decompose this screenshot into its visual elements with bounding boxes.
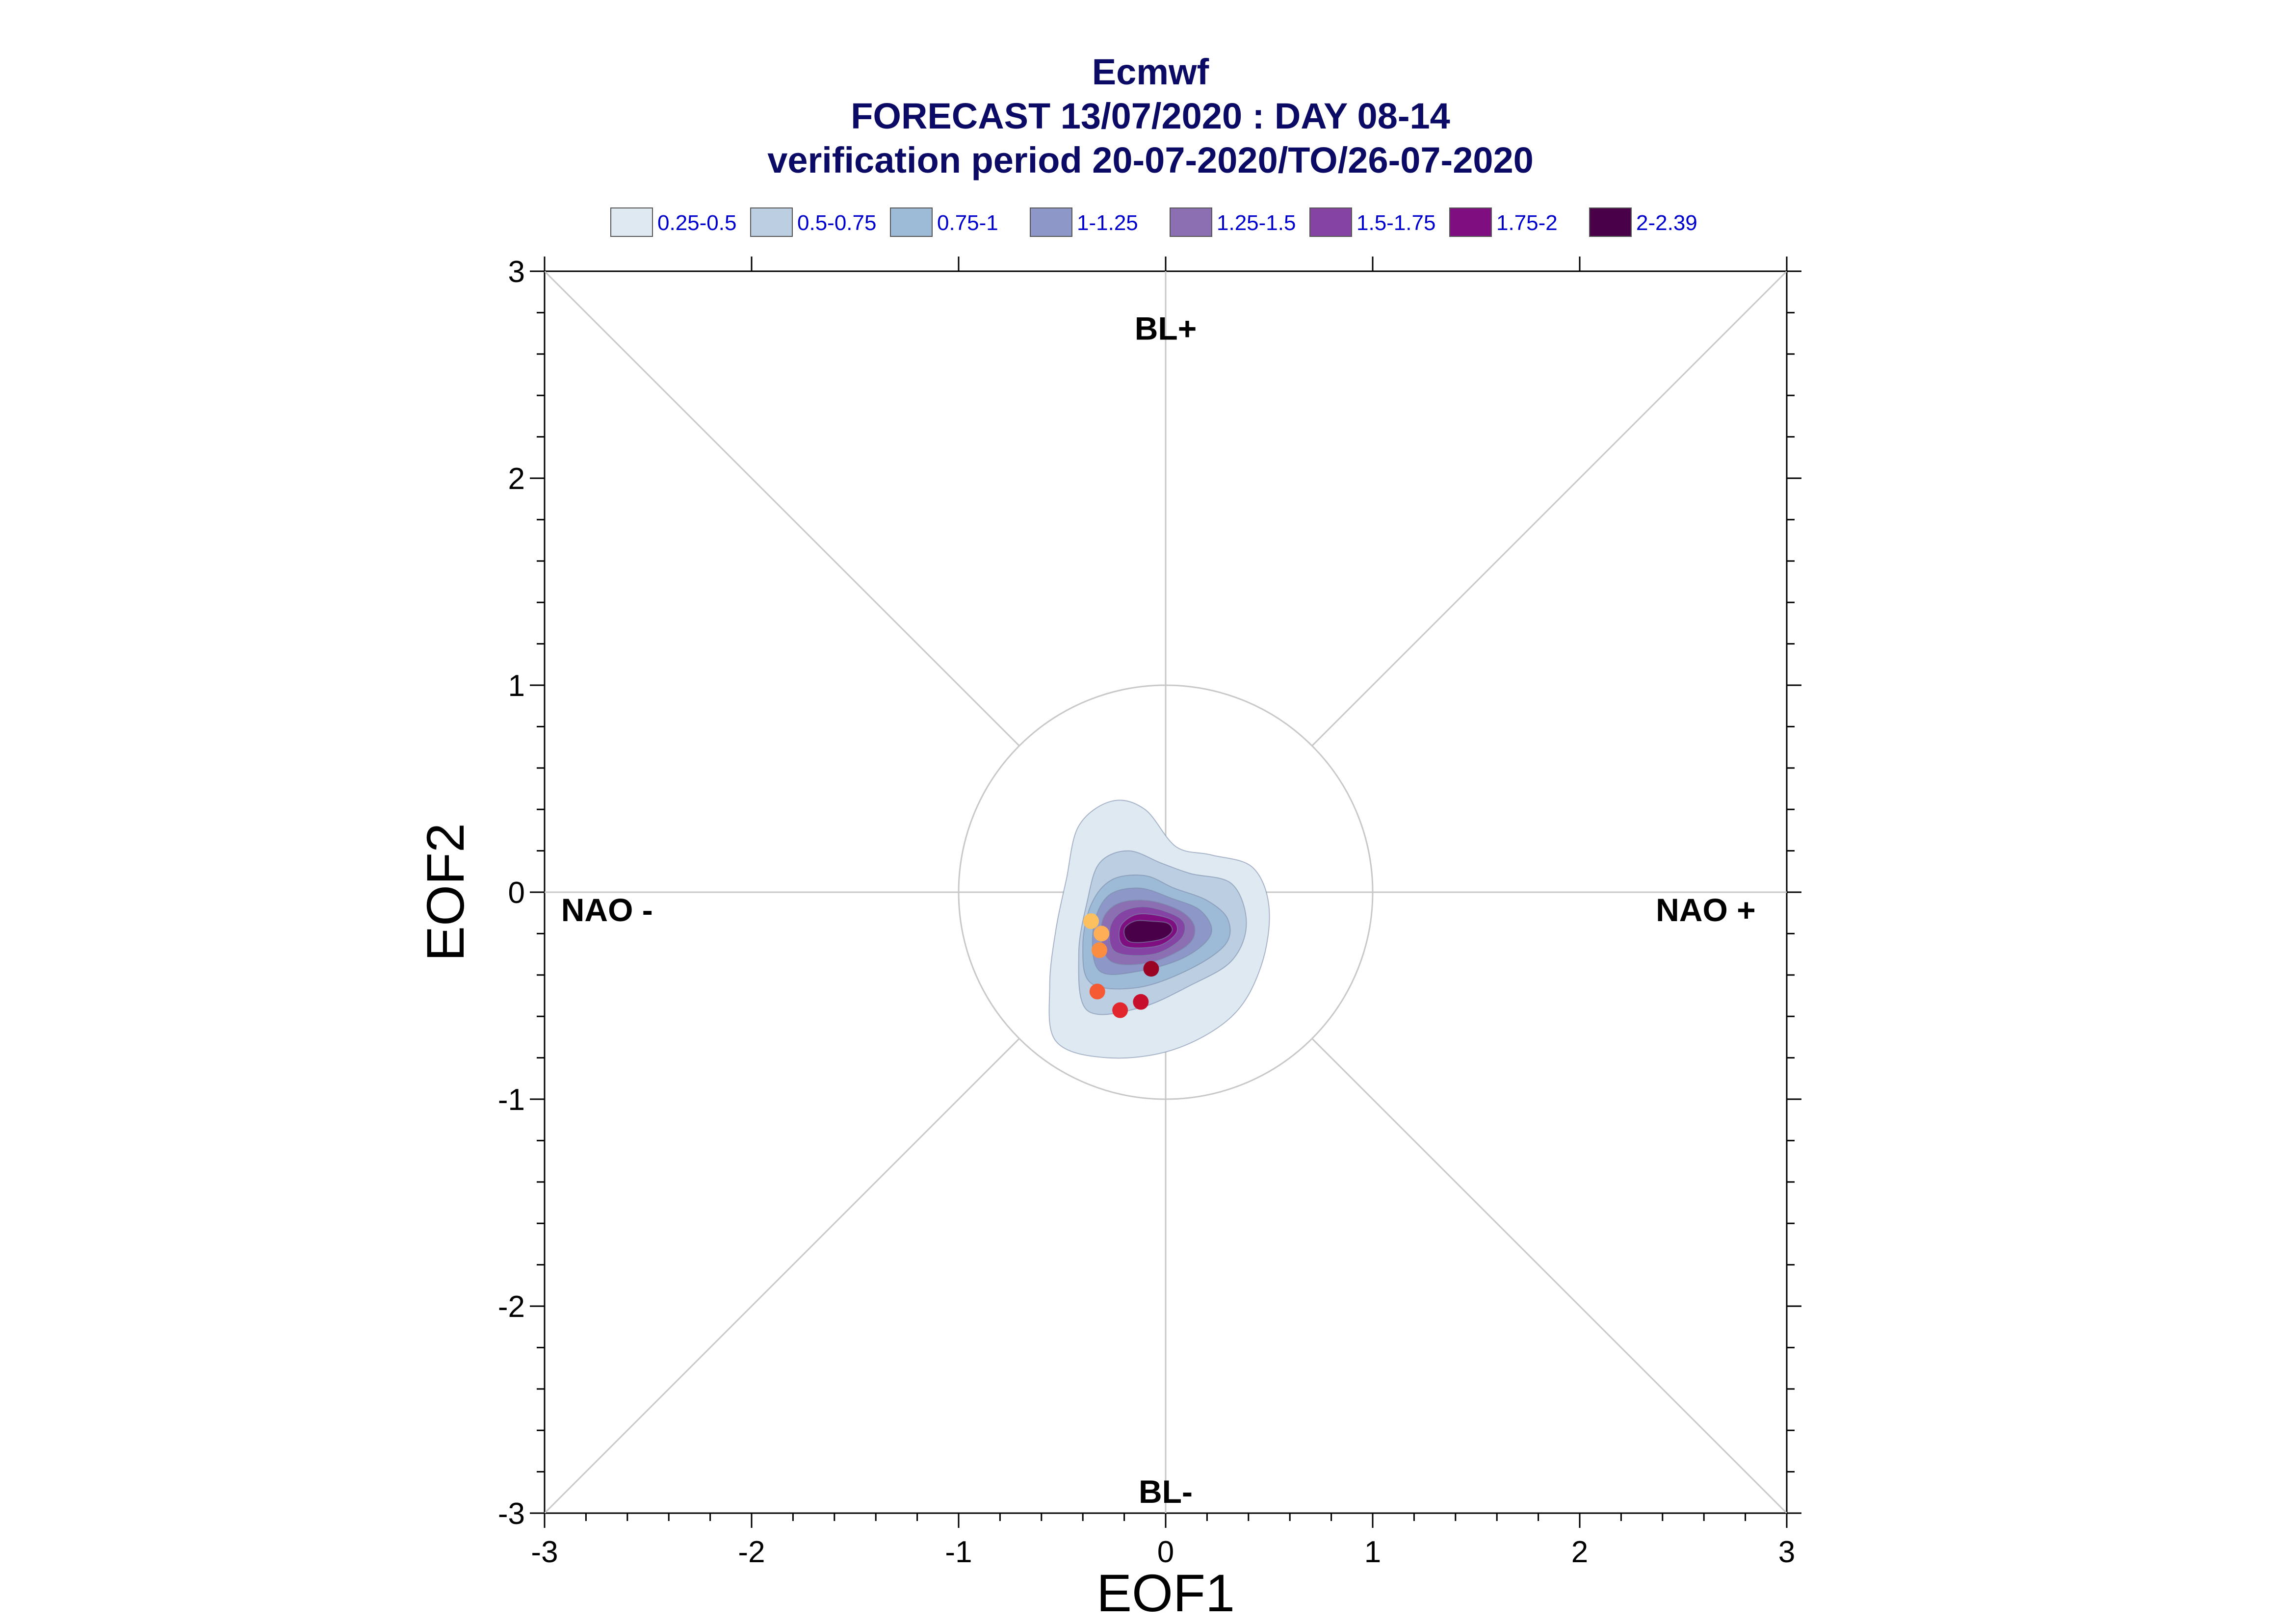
x-tick-label: 3 <box>1778 1535 1795 1569</box>
legend-label: 1.25-1.5 <box>1217 211 1296 235</box>
legend-label: 1-1.25 <box>1077 211 1138 235</box>
legend-swatch <box>1449 207 1492 237</box>
y-tick-label: 1 <box>508 669 525 703</box>
y-tick-label: -2 <box>498 1290 525 1324</box>
legend-swatch <box>610 207 653 237</box>
verification-point-7 <box>1143 961 1159 977</box>
x-tick-label: -2 <box>738 1535 765 1569</box>
reference-lines <box>544 270 1788 1514</box>
legend: 0.25-0.5 0.5-0.75 0.75-1 1-1.25 1.25-1.5 1.5-… <box>610 207 1697 237</box>
chart-title-line-2: FORECAST 13/07/2020 : DAY 08-14 <box>851 96 1450 136</box>
regime-label-nao-plus: NAO + <box>1656 892 1756 928</box>
x-tick-label: 1 <box>1364 1535 1381 1569</box>
x-axis-title: EOF1 <box>1096 1563 1235 1623</box>
axis-ticks: -3 -2 -1 0 1 2 3 3 2 1 0 -1 -2 -3 <box>498 255 1801 1569</box>
legend-swatch <box>1589 207 1632 237</box>
verification-point-5 <box>1112 1002 1128 1018</box>
legend-swatch <box>1030 207 1072 237</box>
diagonal-lower-right <box>1311 1038 1788 1514</box>
plot-area: -3 -2 -1 0 1 2 3 3 2 1 0 -1 -2 -3 <box>498 255 1801 1569</box>
reference-circle <box>958 684 1374 1100</box>
diagonal-upper-right <box>1311 270 1788 747</box>
chart-title-line-1: Ecmwf <box>1092 52 1209 92</box>
y-tick-label: 3 <box>508 255 525 289</box>
regime-label-nao-minus: NAO - <box>561 892 653 928</box>
verification-point-1 <box>1083 913 1099 929</box>
verification-points <box>1083 913 1159 1018</box>
y-tick-label: -3 <box>498 1497 525 1531</box>
verification-point-4 <box>1089 983 1105 1000</box>
regime-label-bl-minus: BL- <box>1139 1473 1193 1510</box>
legend-label: 1.5-1.75 <box>1356 211 1435 235</box>
regime-label-bl-plus: BL+ <box>1135 310 1197 346</box>
legend-label: 0.25-0.5 <box>657 211 736 235</box>
verification-point-3 <box>1091 942 1107 958</box>
legend-swatch <box>890 207 933 237</box>
verification-point-2 <box>1094 926 1110 942</box>
legend-label: 0.75-1 <box>937 211 998 235</box>
y-tick-label: 0 <box>508 876 525 910</box>
chart-title-line-3: verification period 20-07-2020/TO/26-07-… <box>767 140 1534 180</box>
y-tick-label: 2 <box>508 462 525 496</box>
y-axis-title: EOF2 <box>416 823 475 961</box>
legend-swatch <box>750 207 793 237</box>
legend-label: 0.5-0.75 <box>797 211 876 235</box>
legend-swatch <box>1170 207 1212 237</box>
legend-label: 2-2.39 <box>1636 211 1697 235</box>
legend-swatch <box>1309 207 1352 237</box>
diagonal-lower-left <box>544 1038 1020 1514</box>
verification-point-6 <box>1133 994 1149 1010</box>
x-tick-label: -1 <box>945 1535 972 1569</box>
x-tick-label: 2 <box>1571 1535 1588 1569</box>
x-tick-label: -3 <box>531 1535 558 1569</box>
x-tick-label: 0 <box>1157 1535 1174 1569</box>
legend-label: 1.75-2 <box>1496 211 1558 235</box>
density-contour-level-8 <box>1123 920 1173 943</box>
y-tick-label: -1 <box>498 1083 525 1117</box>
diagonal-upper-left <box>544 270 1020 747</box>
